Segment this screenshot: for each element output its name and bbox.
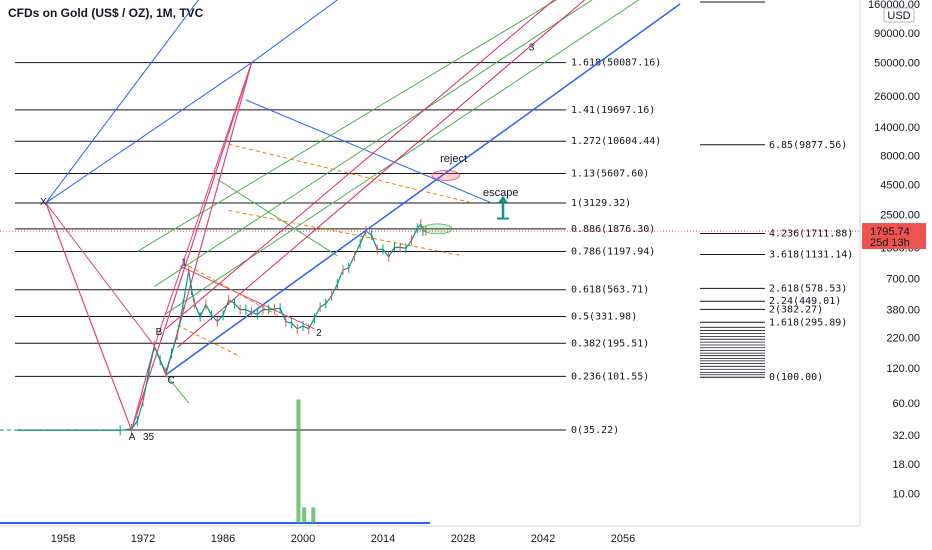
channel-green-1 (137, 0, 558, 252)
last-price-badge (862, 223, 926, 250)
reject-zone-marker (431, 169, 461, 181)
channel-red-2 (176, 0, 586, 348)
time-axis-tick: 2028 (451, 533, 475, 545)
time-axis-tick: 2056 (611, 533, 635, 545)
fib-level-label: 1.13(5607.60) (571, 168, 649, 179)
price-axis-tick: 50000.00 (874, 58, 920, 70)
fib-level-label: 0.5(331.98) (571, 311, 637, 322)
fib-extension-label: 2.618(578.53) (769, 283, 847, 294)
pattern-diagonal (153, 62, 253, 347)
price-axis-tick: 10.00 (892, 489, 920, 501)
fib-level-label: 0.786(1197.94) (571, 247, 655, 258)
fib-level-label: 1.272(10604.44) (571, 136, 661, 147)
reject-annotation: reject (440, 153, 467, 165)
pattern-diagonal (45, 202, 155, 347)
price-axis-tick: 4500.00 (880, 180, 920, 192)
wave-label: A (129, 432, 136, 443)
fib-extension-label: 3.618(1131.14) (769, 249, 853, 260)
chart-title: CFDs on Gold (US$ / OZ), 1M, TVC (8, 6, 204, 20)
fib-level-label: 0.382(195.51) (571, 338, 649, 349)
escape-arrow-head (498, 195, 508, 203)
time-axis-panel[interactable] (0, 526, 932, 550)
price-axis-tick: 60.00 (892, 398, 920, 410)
fib-extension-label: 2(382.27) (769, 304, 823, 315)
time-axis-tick: 1986 (211, 533, 235, 545)
price-axis-tick: 90000.00 (874, 28, 920, 40)
orange-dashed (228, 143, 475, 204)
wave-label: X (40, 197, 47, 208)
volume-bar (302, 507, 307, 523)
channel-red-1 (165, 0, 555, 330)
fib-extension-label: 1.618(295.89) (769, 317, 847, 328)
volume-bar (311, 507, 316, 523)
fib-level-label: 0.618(563.71) (571, 285, 649, 296)
channel-blue-upper-2 (251, 0, 339, 64)
channel-green-median (217, 178, 338, 257)
time-axis-tick: 2042 (531, 533, 555, 545)
last-price-countdown: 25d 13h (870, 237, 910, 249)
escape-zone-marker (421, 223, 453, 235)
fib-extension-label: 2.24(449.01) (769, 296, 841, 307)
fib-level-label: 0(35.22) (571, 425, 619, 436)
price-axis-tick: 160000.00 (868, 0, 920, 11)
price-axis-tick: 8000.00 (880, 150, 920, 162)
pattern-diagonal (131, 62, 253, 431)
fib-extension-label: 4.236(1711.88) (769, 228, 853, 239)
wave-label: 3 (529, 42, 535, 53)
escape-annotation: escape (483, 187, 518, 199)
time-axis-tick: 1958 (51, 533, 75, 545)
fib-level-label: 0.236(101.55) (571, 371, 649, 382)
time-axis-tick: 1972 (131, 533, 155, 545)
price-axis-tick: 120.00 (886, 363, 920, 375)
currency-badge-label: USD (887, 10, 910, 22)
pattern-leg (130, 345, 156, 431)
wave-label: C (168, 376, 175, 387)
orange-dashed (177, 324, 241, 358)
wave-label: 35 (143, 432, 155, 443)
price-axis-tick: 14000.00 (874, 122, 920, 134)
channel-green-3 (165, 0, 640, 315)
time-axis-tick: 2014 (371, 533, 395, 545)
price-axis-tick: 380.00 (886, 305, 920, 317)
price-axis-tick: 220.00 (886, 332, 920, 344)
fib-level-label: 1.618(50087.16) (571, 58, 661, 69)
channel-blue-top-edge (45, 62, 252, 204)
currency-badge[interactable] (883, 7, 915, 23)
wave-label: B (156, 327, 163, 338)
price-axis-tick: 18.00 (892, 459, 920, 471)
price-axis-tick: 26000.00 (874, 91, 920, 103)
fib-level-label: 0.886(1876.30) (571, 224, 655, 235)
orange-dashed (188, 265, 281, 318)
price-axis-tick: 700.00 (886, 274, 920, 286)
wave-label: 1 (181, 257, 187, 268)
channel-green-base (165, 374, 190, 404)
fib-extension-label: 6.85(9877.56) (769, 140, 847, 151)
channel-blue-median (245, 99, 492, 204)
time-axis-tick: 2000 (291, 533, 315, 545)
volume-bar (296, 399, 301, 523)
wave-label: 2 (316, 328, 322, 339)
pattern-leg (45, 202, 133, 431)
price-axis-panel[interactable] (860, 0, 932, 550)
price-axis-tick: 32.00 (892, 430, 920, 442)
fib-extension-label: 0(100.00) (769, 372, 823, 383)
channel-green-2 (154, 0, 593, 287)
fib-level-label: 1(3129.32) (571, 198, 631, 209)
channel-blue-upper (45, 0, 200, 204)
orange-dashed (228, 209, 464, 257)
last-price-value: 1795.74 (870, 226, 910, 238)
price-axis-tick: 2500.00 (880, 209, 920, 221)
fib-level-label: 1.41(19697.16) (571, 105, 655, 116)
price-series-line (17, 222, 426, 431)
